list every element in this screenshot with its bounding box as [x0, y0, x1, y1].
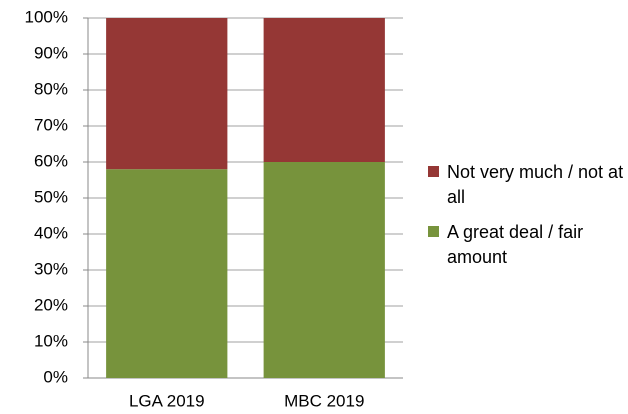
legend-swatch: [428, 166, 439, 177]
y-tick-label: 0%: [43, 367, 68, 386]
y-tick-label: 50%: [34, 187, 68, 206]
bar-segment: [106, 18, 228, 170]
legend-label: A great deal / fair amount: [447, 222, 584, 267]
x-tick-label: MBC 2019: [284, 391, 364, 410]
y-tick-label: 80%: [34, 79, 68, 98]
y-tick-label: 70%: [34, 115, 68, 134]
y-tick-label: 10%: [34, 331, 68, 350]
x-tick-label: LGA 2019: [129, 391, 205, 410]
y-tick-label: 30%: [34, 259, 68, 278]
y-tick-label: 60%: [34, 151, 68, 170]
y-tick-label: 90%: [34, 43, 68, 62]
y-tick-label: 40%: [34, 223, 68, 242]
bar-segment: [263, 162, 385, 378]
legend-item: Not very much / not at all: [424, 160, 624, 210]
y-tick-label: 100%: [25, 7, 68, 26]
bar-segment: [106, 169, 228, 378]
legend-label: Not very much / not at all: [447, 162, 624, 207]
y-tick-label: 20%: [34, 295, 68, 314]
legend-swatch: [428, 226, 439, 237]
bar-segment: [263, 18, 385, 162]
legend: Not very much / not at all A great deal /…: [424, 160, 624, 280]
legend-item: A great deal / fair amount: [424, 220, 624, 270]
